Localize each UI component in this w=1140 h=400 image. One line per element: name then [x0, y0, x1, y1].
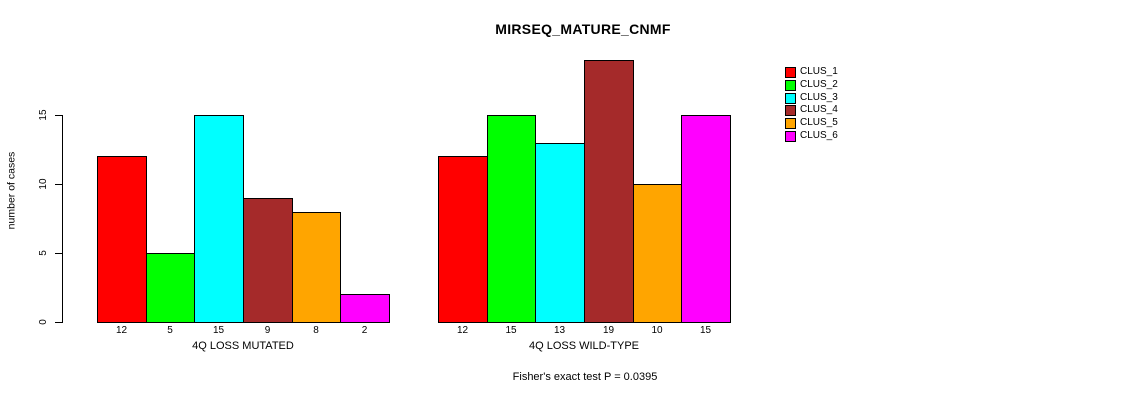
legend-label: CLUS_1	[800, 66, 838, 77]
x-tick-label: 8	[313, 325, 319, 336]
x-tick-label: 12	[456, 325, 469, 336]
legend-swatch-clus_1	[785, 67, 796, 78]
y-tick-mark	[55, 115, 62, 116]
legend-label: CLUS_5	[800, 117, 838, 128]
bar-clus_4-group2	[584, 60, 634, 323]
bar-clus_5-group2	[633, 184, 682, 323]
legend-swatch-clus_3	[785, 93, 796, 104]
x-tick-label: 19	[602, 325, 615, 336]
y-tick-label: 10	[38, 178, 49, 190]
bar-clus_2-group2	[487, 115, 536, 323]
legend-swatch-clus_4	[785, 105, 796, 116]
y-tick-label: 0	[38, 319, 49, 325]
y-tick-label: 5	[38, 250, 49, 256]
y-tick-label: 15	[38, 109, 49, 121]
y-tick-mark	[55, 184, 62, 185]
chart-title: MIRSEQ_MATURE_CNMF	[495, 21, 671, 37]
x-tick-label: 15	[505, 325, 517, 336]
bar-clus_1-group2	[438, 156, 488, 323]
x-tick-label: 9	[264, 325, 271, 336]
y-axis-label: number of cases	[5, 151, 18, 230]
bar-clus_5-group1	[292, 212, 341, 323]
bar-clus_6-group2	[681, 115, 731, 323]
x-tick-label: 12	[115, 325, 128, 336]
legend-swatch-clus_6	[785, 131, 796, 142]
legend-swatch-clus_2	[785, 80, 796, 91]
x-tick-label: 13	[553, 325, 566, 336]
annotation-text: Fisher's exact test P = 0.0395	[512, 371, 658, 383]
y-tick-mark	[55, 253, 62, 254]
x-tick-label: 15	[212, 325, 225, 336]
bar-clus_3-group2	[535, 143, 585, 323]
legend-label: CLUS_4	[800, 104, 838, 115]
x-tick-label: 10	[651, 325, 663, 336]
x-tick-label: 2	[361, 325, 368, 336]
legend-label: CLUS_6	[800, 130, 838, 141]
legend-label: CLUS_3	[800, 92, 838, 103]
y-axis-line	[62, 115, 63, 323]
legend-label: CLUS_2	[800, 79, 838, 90]
bar-clus_6-group1	[340, 294, 390, 323]
bar-clus_3-group1	[194, 115, 244, 323]
group-axis-label: 4Q LOSS WILD-TYPE	[528, 340, 640, 352]
x-tick-label: 5	[167, 325, 173, 336]
bar-clus_4-group1	[243, 198, 293, 323]
legend-swatch-clus_5	[785, 118, 796, 129]
y-tick-mark	[55, 322, 62, 323]
x-tick-label: 15	[699, 325, 712, 336]
group-axis-label: 4Q LOSS MUTATED	[192, 340, 294, 352]
bar-clus_2-group1	[146, 253, 195, 323]
bar-clus_1-group1	[97, 156, 147, 323]
